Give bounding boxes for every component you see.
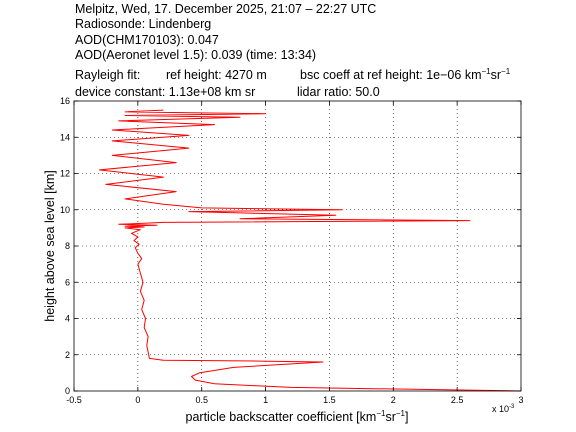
y-tick-label: 0 (65, 386, 70, 396)
x-axis-label: particle backscatter coefficient [km−1sr… (186, 409, 409, 424)
x-ticks: -0.5 0 0.5 1 1.5 2 2.5 3 (66, 101, 524, 405)
x-tick-label: 0 (135, 395, 140, 405)
rayleigh-fit-label: Rayleigh fit: (75, 68, 140, 82)
y-ticks: 0 2 4 6 8 10 12 14 16 (60, 96, 521, 396)
y-tick-label: 4 (65, 314, 70, 324)
grid-lines (74, 101, 521, 391)
x-tick-label: -0.5 (66, 395, 82, 405)
y-tick-label: 12 (60, 169, 70, 179)
header-line-site-date: Melpitz, Wed, 17. December 2025, 21:07 –… (75, 2, 376, 16)
series-layer (99, 109, 522, 392)
x-tick-label: 1.5 (323, 395, 336, 405)
y-tick-label: 8 (65, 241, 70, 251)
y-axis-label: height above sea level [km] (43, 170, 57, 321)
header-line-aod-aeronet: AOD(Aeronet level 1.5): 0.039 (time: 13:… (75, 48, 316, 62)
x-tick-label: 2 (391, 395, 396, 405)
x-tick-label: 3 (518, 395, 523, 405)
device-constant-value: device constant: 1.13e+08 km sr (75, 85, 255, 99)
header-line-radiosonde: Radiosonde: Lindenberg (75, 17, 211, 31)
backscatter-profile-line (99, 109, 522, 392)
plot-area (74, 101, 521, 391)
lidar-ratio-value: lidar ratio: 50.0 (297, 85, 380, 99)
y-tick-label: 10 (60, 205, 70, 215)
x-tick-label: 2.5 (451, 395, 464, 405)
ref-height-value: ref height: 4270 m (166, 68, 267, 82)
y-tick-label: 16 (60, 96, 70, 106)
header-line-aod-chm: AOD(CHM170103): 0.047 (75, 33, 219, 47)
x-multiplier-label: x 10-3 (492, 404, 515, 414)
header-text: Melpitz, Wed, 17. December 2025, 21:07 –… (75, 2, 511, 99)
y-tick-label: 2 (65, 350, 70, 360)
y-tick-label: 14 (60, 132, 70, 142)
y-tick-label: 6 (65, 277, 70, 287)
x-tick-label: 0.5 (195, 395, 208, 405)
bsc-coeff-value: bsc coeff at ref height: 1e−06 km−1sr−1 (300, 67, 511, 82)
x-tick-label: 1 (263, 395, 268, 405)
